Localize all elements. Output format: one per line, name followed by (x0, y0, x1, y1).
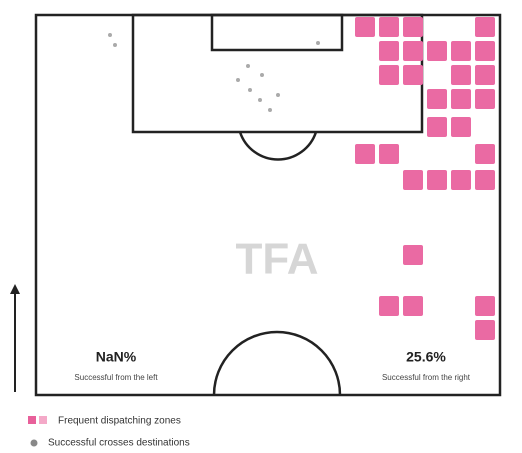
center-circle (212, 330, 342, 396)
dot (258, 98, 262, 102)
dot (248, 88, 252, 92)
zone (451, 89, 471, 109)
dot (260, 73, 264, 77)
zone (379, 17, 399, 37)
left-label: Successful from the left (74, 373, 158, 382)
zone (475, 17, 495, 37)
zone (403, 65, 423, 85)
goal-area (210, 13, 344, 52)
zone (475, 170, 495, 190)
legend-swatch (28, 416, 36, 424)
zone (403, 245, 423, 265)
zone (475, 89, 495, 109)
zone (451, 41, 471, 61)
zones (355, 17, 495, 340)
cross-dots (108, 33, 320, 112)
zone (475, 41, 495, 61)
zone (427, 89, 447, 109)
legend-swatch (39, 416, 47, 424)
penalty-box (131, 13, 424, 134)
pitch-outline (34, 13, 502, 397)
zone (379, 41, 399, 61)
zone (475, 296, 495, 316)
zone (427, 117, 447, 137)
zone (379, 65, 399, 85)
zone (451, 170, 471, 190)
dot (268, 108, 272, 112)
legend-label: Successful crosses destinations (48, 438, 190, 449)
watermark: TFA (235, 235, 318, 284)
zone (355, 144, 375, 164)
right-label: Successful from the right (382, 373, 471, 382)
dot (113, 43, 117, 47)
zone (451, 117, 471, 137)
right-value: 25.6% (406, 349, 446, 365)
zone (475, 320, 495, 340)
zone (403, 17, 423, 37)
dot (236, 78, 240, 82)
zone (403, 296, 423, 316)
left-value: NaN% (96, 349, 137, 365)
legend-dot (30, 439, 38, 447)
zone (379, 144, 399, 164)
arrow-head (10, 284, 20, 294)
dot (316, 41, 320, 45)
zone (427, 170, 447, 190)
dot (276, 93, 280, 97)
dot (246, 64, 250, 68)
penalty-arc (238, 131, 318, 161)
zone (427, 41, 447, 61)
zone (451, 65, 471, 85)
legend-label: Frequent dispatching zones (58, 416, 181, 427)
zone (475, 144, 495, 164)
zone (355, 17, 375, 37)
zone (403, 41, 423, 61)
dot (108, 33, 112, 37)
zone (403, 170, 423, 190)
zone (475, 65, 495, 85)
zone (379, 296, 399, 316)
